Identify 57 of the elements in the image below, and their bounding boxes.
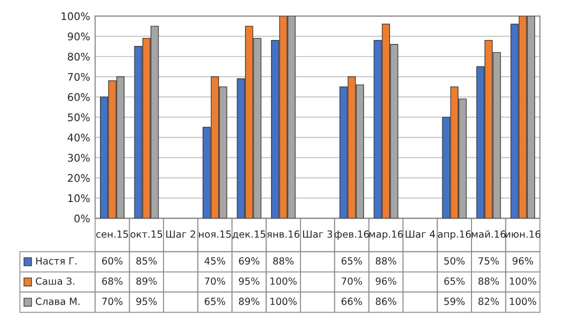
y-tick-label: 50% <box>68 113 90 122</box>
x-tick-label: май.16 <box>472 230 506 238</box>
x-tick-label: янв.16 <box>267 230 300 238</box>
x-tick-label: дек.15 <box>232 230 266 239</box>
data-label: 96% <box>512 257 534 265</box>
data-label: 96% <box>376 277 396 285</box>
x-tick-label: окт.15 <box>130 230 162 238</box>
data-label: 95% <box>136 298 157 306</box>
data-label: 45% <box>204 257 226 265</box>
data-label: 70% <box>342 277 362 285</box>
y-tick-label: 70% <box>68 72 90 81</box>
data-label: 89% <box>238 298 260 306</box>
x-tick-label: Шаг 3 <box>303 230 332 238</box>
data-label: 100% <box>510 277 536 285</box>
y-tick-label: 80% <box>68 52 90 61</box>
x-tick-label: фев.16 <box>334 230 369 240</box>
data-label: 50% <box>444 257 465 265</box>
data-label: 66% <box>342 298 362 306</box>
y-tick-label: 100% <box>62 12 90 20</box>
y-tick-label: 0% <box>74 214 90 222</box>
data-label: 59% <box>444 298 465 306</box>
data-label: 60% <box>102 257 123 265</box>
data-label: 82% <box>478 298 499 306</box>
x-tick-label: мар.16 <box>369 230 403 240</box>
data-label: 88% <box>376 257 396 265</box>
data-label: 65% <box>342 257 362 265</box>
data-label: 85% <box>136 257 157 265</box>
data-label: 88% <box>273 257 294 265</box>
data-label: 70% <box>204 277 226 285</box>
y-tick-label: 20% <box>68 174 90 182</box>
data-label: 75% <box>478 257 499 265</box>
data-label: 100% <box>270 277 297 285</box>
data-label: 100% <box>510 298 536 306</box>
data-label: 89% <box>136 277 157 285</box>
data-label: 95% <box>238 277 260 285</box>
legend-label: Саша З. <box>36 277 74 285</box>
data-label: 88% <box>478 277 499 285</box>
y-tick-label: 10% <box>68 194 90 202</box>
x-tick-label: Шаг 4 <box>406 230 435 238</box>
x-tick-label: ноя.15 <box>198 230 231 238</box>
data-label: 65% <box>444 277 465 285</box>
x-tick-label: июн.16 <box>506 230 540 238</box>
legend-label: Слава М. <box>36 298 80 306</box>
y-tick-label: 60% <box>68 93 90 102</box>
x-tick-label: апр.16 <box>438 230 471 240</box>
legend-label: Настя Г. <box>36 257 76 265</box>
y-tick-label: 30% <box>68 154 90 162</box>
x-tick-label: сен.15 <box>96 230 128 238</box>
data-label: 70% <box>102 298 123 306</box>
data-label: 100% <box>270 298 297 306</box>
y-tick-label: 90% <box>68 32 90 40</box>
x-tick-label: Шаг 2 <box>166 230 196 238</box>
data-label: 68% <box>102 277 123 285</box>
data-label: 69% <box>238 257 260 265</box>
data-label: 86% <box>376 298 396 306</box>
data-label: 65% <box>204 298 226 306</box>
y-tick-label: 40% <box>68 134 90 142</box>
